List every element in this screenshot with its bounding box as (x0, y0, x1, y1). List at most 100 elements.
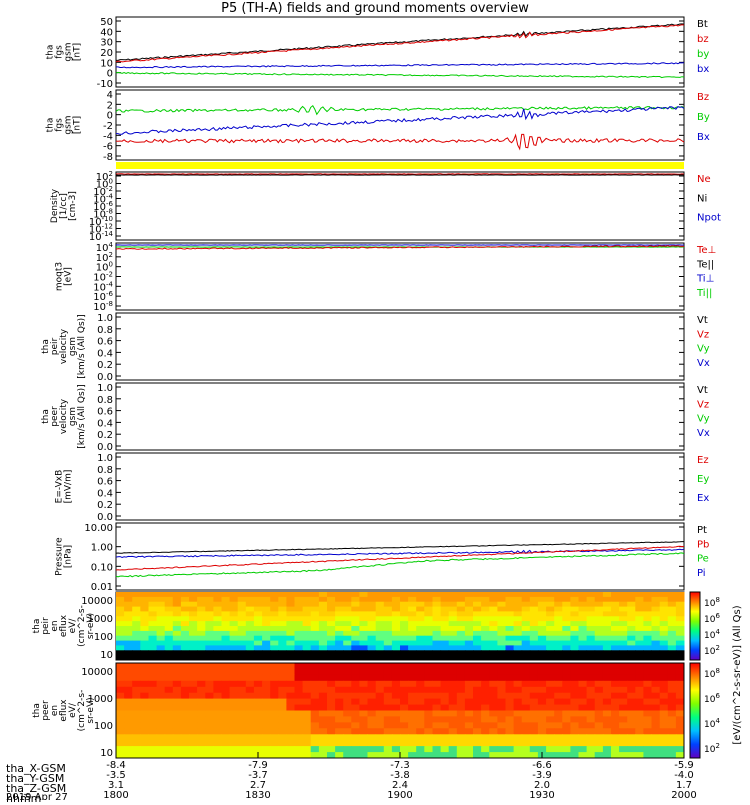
peer-spectrogram-cell (473, 734, 482, 740)
peir-spectrogram-cell (554, 655, 563, 660)
peer-spectrogram-cell (384, 740, 393, 746)
peir-spectrogram-cell (603, 621, 612, 626)
peir-spectrogram-cell (311, 602, 320, 607)
peer-spectrogram-cell (286, 681, 295, 687)
peer-spectrogram-cell (449, 699, 458, 705)
peir-spectrogram-cell (652, 636, 661, 641)
peer-spectrogram-cell (538, 734, 547, 740)
peer-spectrogram-cell (149, 728, 158, 734)
peer-spectrogram-cell (173, 705, 182, 711)
peir-spectrogram-cell (295, 621, 304, 626)
peer-spectrogram-cell (116, 722, 125, 728)
peer-spectrogram-cell (587, 711, 596, 717)
peir_vel-legend-vz: Vz (697, 329, 709, 340)
peer-spectrogram-cell (132, 681, 141, 687)
peer-spectrogram-cell (124, 693, 133, 699)
peer-spectrogram-cell (140, 728, 149, 734)
peer-spectrogram-cell (546, 705, 555, 711)
peir-spectrogram-cell (497, 626, 506, 631)
peer-spectrogram-cell (197, 740, 206, 746)
peir-spectrogram-cell (262, 621, 271, 626)
peir-spectrogram-cell (181, 645, 190, 650)
peir-spectrogram-cell (449, 655, 458, 660)
peir-spectrogram-cell (376, 621, 385, 626)
peer-spectrogram-cell (262, 711, 271, 717)
peir-spectrogram-cell (278, 631, 287, 636)
peir-spectrogram-cell (497, 616, 506, 621)
peir-spectrogram-cell (676, 607, 685, 612)
peer-spectrogram-cell (619, 669, 628, 675)
peer-spectrogram-cell (173, 734, 182, 740)
peir-spectrogram-cell (270, 655, 279, 660)
peir-spectrogram-cell (181, 621, 190, 626)
peer-spectrogram-cell (619, 693, 628, 699)
peer-spectrogram-cell (376, 699, 385, 705)
peir-spectrogram-cell (522, 621, 531, 626)
peir-spectrogram-cell (562, 626, 571, 631)
peir-spectrogram-cell (408, 631, 417, 636)
peir-spectrogram-cell (149, 650, 158, 655)
peir-spectrogram-cell (424, 655, 433, 660)
peer-spectrogram-cell (562, 734, 571, 740)
peir-spectrogram-cell (327, 621, 336, 626)
peer-spectrogram-cell (246, 699, 255, 705)
peer-spectrogram-cell (132, 663, 141, 669)
peer-spectrogram-cell (384, 669, 393, 675)
peir_vel-legend-vy: Vy (697, 344, 710, 355)
peer-spectrogram-cell (157, 705, 166, 711)
peer-spectrogram-cell (124, 722, 133, 728)
peer-spectrogram-cell (473, 687, 482, 693)
peer-spectrogram-cell (408, 716, 417, 722)
peer-spectrogram-cell (124, 711, 133, 717)
peer-spectrogram-cell (652, 693, 661, 699)
peir-spectrogram-cell (262, 626, 271, 631)
peir-spectrogram-cell (514, 631, 523, 636)
peir-spectrogram-cell (441, 616, 450, 621)
peer-spectrogram-cell (384, 716, 393, 722)
peir-spectrogram-cell (579, 626, 588, 631)
peer-spectrogram-cell (270, 716, 279, 722)
peer-spectrogram-cell (668, 693, 677, 699)
peer-spectrogram-cell (587, 716, 596, 722)
peer-spectrogram-cell (546, 693, 555, 699)
peer-spectrogram-cell (303, 740, 312, 746)
peer-spectrogram-cell (611, 728, 620, 734)
peer-spectrogram-cell (246, 728, 255, 734)
peir-spectrogram-cell (603, 650, 612, 655)
efield-ytick-label: 0.4 (97, 488, 113, 499)
peer-spectrogram-cell (230, 693, 239, 699)
peer-spectrogram-cell (157, 722, 166, 728)
peir-spectrogram-cell (660, 597, 669, 602)
peer-spectrogram-cell (424, 746, 433, 752)
colorbar-tick-label: 106 (704, 612, 720, 625)
peer-spectrogram-cell (538, 681, 547, 687)
peir-spectrogram-cell (424, 616, 433, 621)
peir-spectrogram-cell (205, 631, 214, 636)
peir-spectrogram-cell (611, 616, 620, 621)
peir-spectrogram-cell (189, 655, 198, 660)
peer-spectrogram-cell (392, 687, 401, 693)
peer-spectrogram-cell (278, 746, 287, 752)
peer-spectrogram-cell (465, 716, 474, 722)
peer-spectrogram-cell (173, 722, 182, 728)
peir-spectrogram-cell (579, 616, 588, 621)
peir-spectrogram-cell (514, 607, 523, 612)
peer-spectrogram-cell (262, 728, 271, 734)
peer-spectrogram-cell (116, 663, 125, 669)
peer-spectrogram-cell (514, 734, 523, 740)
peer-spectrogram-cell (149, 705, 158, 711)
peer-spectrogram-cell (376, 740, 385, 746)
peir-spectrogram-cell (238, 597, 247, 602)
peer-spectrogram-cell (546, 722, 555, 728)
peir-spectrogram-cell (554, 621, 563, 626)
peer-spectrogram-cell (530, 722, 539, 728)
peer-spectrogram-cell (335, 693, 344, 699)
peer-spectrogram-cell (554, 693, 563, 699)
efield-legend-ey: Ey (697, 474, 709, 485)
peer-spectrogram-cell (603, 711, 612, 717)
peir-spectrogram-cell (570, 631, 579, 636)
peer-spectrogram-cell (522, 705, 531, 711)
peir-spectrogram-cell (441, 636, 450, 641)
peir-spectrogram-cell (570, 592, 579, 597)
temp-legend-te||: Te|| (696, 259, 714, 270)
